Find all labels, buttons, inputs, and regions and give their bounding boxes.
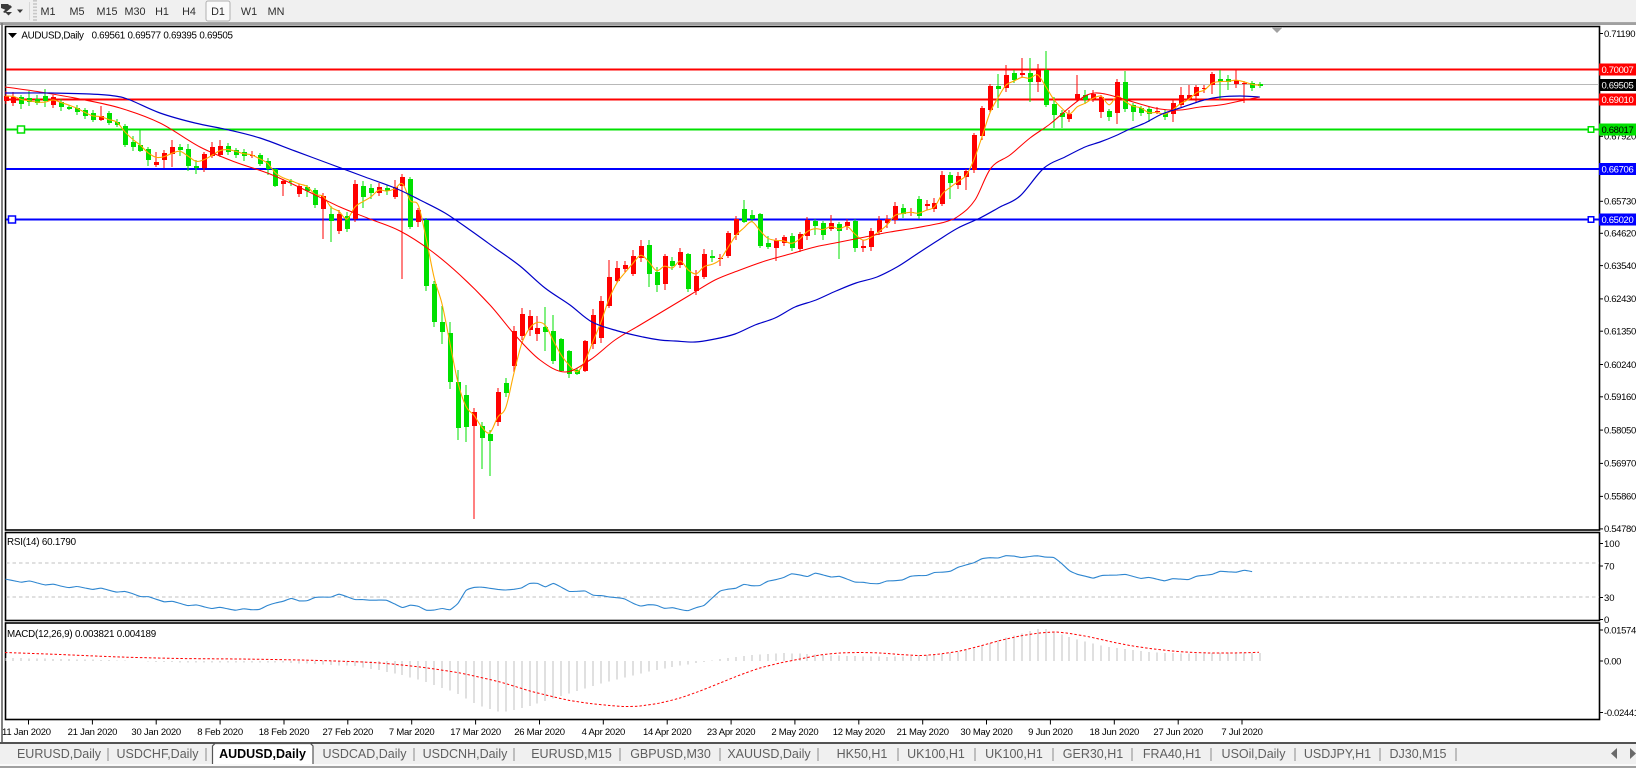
svg-text:0: 0 xyxy=(1604,615,1609,626)
svg-text:USOil,Daily: USOil,Daily xyxy=(1222,747,1287,761)
svg-text:0.59160: 0.59160 xyxy=(1604,392,1636,403)
svg-text:M5: M5 xyxy=(70,6,85,18)
svg-text:27 Feb 2020: 27 Feb 2020 xyxy=(322,727,373,738)
svg-text:AUDUSD,Daily: AUDUSD,Daily xyxy=(219,747,306,761)
svg-text:0.55860: 0.55860 xyxy=(1604,492,1636,503)
svg-text:FRA40,H1: FRA40,H1 xyxy=(1143,747,1201,761)
svg-text:GER30,H1: GER30,H1 xyxy=(1063,747,1123,761)
svg-text:30 Jan 2020: 30 Jan 2020 xyxy=(131,727,181,738)
svg-text:7 Jul 2020: 7 Jul 2020 xyxy=(1221,727,1262,738)
svg-text:0.66706: 0.66706 xyxy=(1602,165,1634,176)
svg-text:D1: D1 xyxy=(211,6,225,18)
svg-text:HK50,H1: HK50,H1 xyxy=(837,747,888,761)
svg-text:UK100,H1: UK100,H1 xyxy=(985,747,1043,761)
svg-text:0.62430: 0.62430 xyxy=(1604,294,1636,305)
svg-text:0.01574: 0.01574 xyxy=(1604,626,1636,637)
svg-text:18 Jun 2020: 18 Jun 2020 xyxy=(1090,727,1140,738)
svg-text:18 Feb 2020: 18 Feb 2020 xyxy=(259,727,310,738)
svg-text:USDCAD,Daily: USDCAD,Daily xyxy=(322,747,407,761)
svg-text:0.65730: 0.65730 xyxy=(1604,197,1636,208)
svg-text:9 Jun 2020: 9 Jun 2020 xyxy=(1028,727,1073,738)
svg-text:0.60240: 0.60240 xyxy=(1604,360,1636,371)
svg-text:23 Apr 2020: 23 Apr 2020 xyxy=(707,727,756,738)
svg-text:MACD(12,26,9) 0.003821 0.00418: MACD(12,26,9) 0.003821 0.004189 xyxy=(7,629,156,640)
svg-text:8 Feb 2020: 8 Feb 2020 xyxy=(197,727,243,738)
svg-text:0.56970: 0.56970 xyxy=(1604,459,1636,470)
svg-text:USDCHF,Daily: USDCHF,Daily xyxy=(117,747,200,761)
svg-text:0.68017: 0.68017 xyxy=(1602,125,1634,136)
svg-text:21 Jan 2020: 21 Jan 2020 xyxy=(68,727,118,738)
svg-text:DJ30,M15: DJ30,M15 xyxy=(1390,747,1447,761)
svg-text:27 Jun 2020: 27 Jun 2020 xyxy=(1153,727,1203,738)
svg-text:-0.02441: -0.02441 xyxy=(1604,708,1636,719)
svg-text:0.54780: 0.54780 xyxy=(1604,524,1636,535)
svg-text:0.61350: 0.61350 xyxy=(1604,327,1636,338)
svg-text:0.67920: 0.67920 xyxy=(1604,132,1636,143)
svg-text:26 Mar 2020: 26 Mar 2020 xyxy=(514,727,565,738)
svg-text:11 Jan 2020: 11 Jan 2020 xyxy=(2,727,51,738)
svg-text:M30: M30 xyxy=(124,6,145,18)
svg-text:0.64620: 0.64620 xyxy=(1604,229,1636,240)
svg-text:2 May 2020: 2 May 2020 xyxy=(771,727,818,738)
svg-text:17 Mar 2020: 17 Mar 2020 xyxy=(450,727,501,738)
svg-text:EURUSD,M15: EURUSD,M15 xyxy=(531,747,612,761)
svg-text:GBPUSD,M30: GBPUSD,M30 xyxy=(630,747,711,761)
svg-text:100: 100 xyxy=(1604,539,1620,550)
svg-text:0.70007: 0.70007 xyxy=(1602,65,1634,76)
svg-text:UK100,H1: UK100,H1 xyxy=(907,747,965,761)
svg-text:0.63540: 0.63540 xyxy=(1604,261,1636,272)
svg-text:21 May 2020: 21 May 2020 xyxy=(897,727,949,738)
svg-text:RSI(14) 60.1790: RSI(14) 60.1790 xyxy=(7,537,77,548)
svg-text:0.65020: 0.65020 xyxy=(1602,215,1634,226)
svg-text:H1: H1 xyxy=(155,6,169,18)
svg-text:0.71190: 0.71190 xyxy=(1604,29,1635,40)
svg-text:H4: H4 xyxy=(182,6,196,18)
svg-text:0.00: 0.00 xyxy=(1604,657,1621,668)
svg-text:W1: W1 xyxy=(241,6,257,18)
svg-text:70: 70 xyxy=(1604,562,1615,573)
svg-text:USDJPY,H1: USDJPY,H1 xyxy=(1304,747,1371,761)
svg-text:14 Apr 2020: 14 Apr 2020 xyxy=(643,727,692,738)
svg-text:4 Apr 2020: 4 Apr 2020 xyxy=(582,727,625,738)
svg-text:30: 30 xyxy=(1604,593,1615,604)
svg-text:USDCNH,Daily: USDCNH,Daily xyxy=(423,747,508,761)
svg-text:0.69505: 0.69505 xyxy=(1602,81,1634,92)
svg-text:EURUSD,Daily: EURUSD,Daily xyxy=(17,747,102,761)
svg-text:12 May 2020: 12 May 2020 xyxy=(833,727,885,738)
svg-text:0.69010: 0.69010 xyxy=(1602,95,1634,106)
svg-text:0.58050: 0.58050 xyxy=(1604,425,1636,436)
svg-text:30 May 2020: 30 May 2020 xyxy=(960,727,1012,738)
svg-text:7 Mar 2020: 7 Mar 2020 xyxy=(389,727,435,738)
svg-text:MN: MN xyxy=(268,6,285,18)
svg-text:XAUUSD,Daily: XAUUSD,Daily xyxy=(727,747,811,761)
svg-text:M15: M15 xyxy=(96,6,117,18)
svg-text:M1: M1 xyxy=(41,6,56,18)
